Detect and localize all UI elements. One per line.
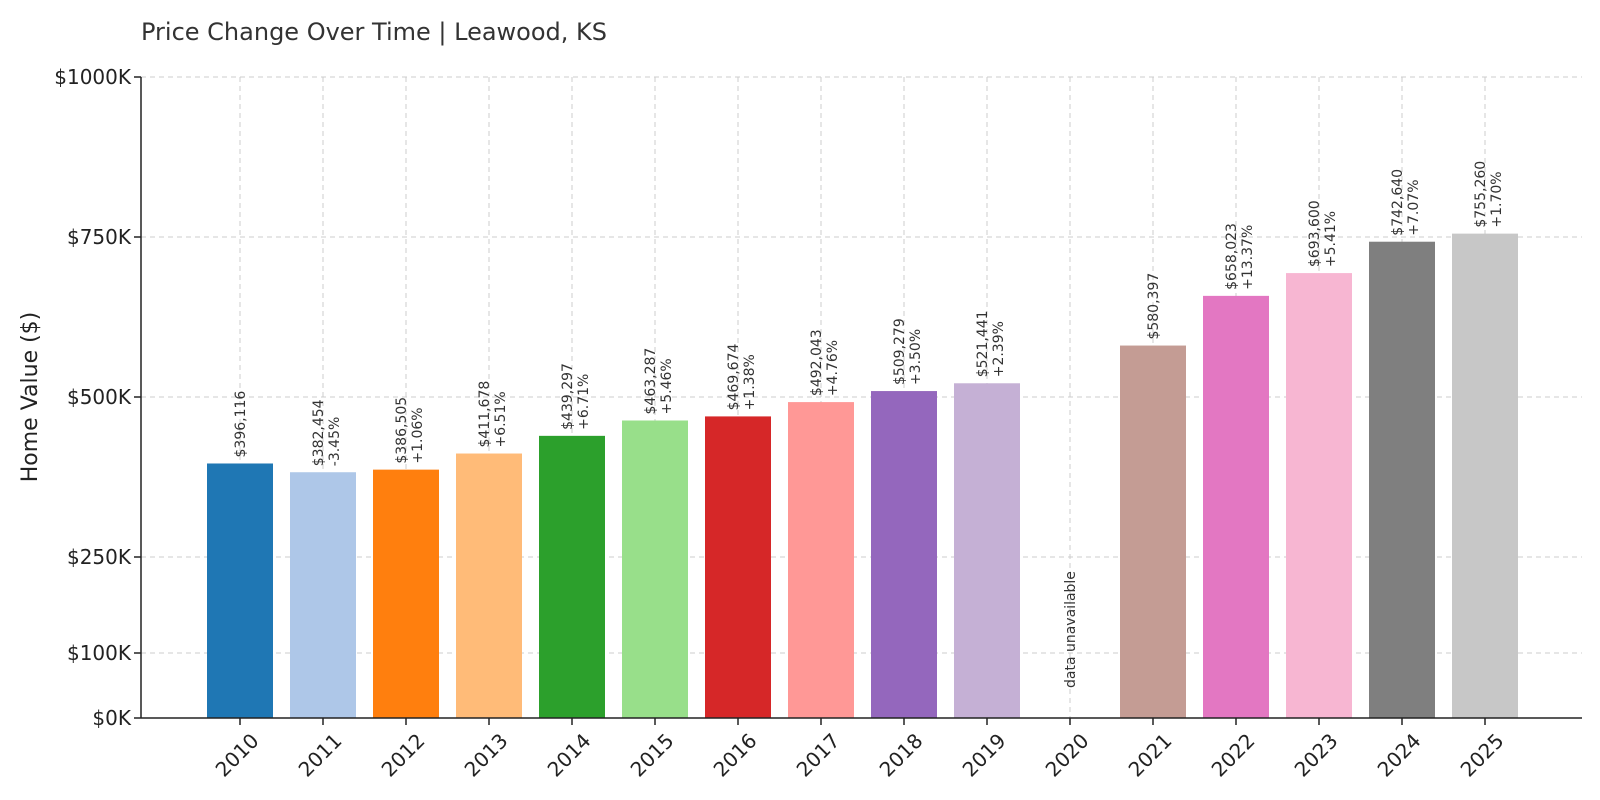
bar-change-label: +4.76% — [825, 340, 841, 396]
bar-value-label: $382,454 — [311, 399, 327, 466]
y-ticks: $0K $100K $250K $500K $750K $1000K — [54, 65, 141, 730]
bar-2025 — [1452, 233, 1518, 718]
bar-2013 — [456, 453, 522, 718]
bar-change-label: +2.39% — [991, 321, 1007, 377]
bar-2019 — [954, 383, 1020, 718]
bar-change-label: +6.51% — [493, 391, 509, 447]
x-tick-label: 2022 — [1207, 729, 1260, 782]
bar-2023 — [1286, 273, 1352, 718]
x-ticks: 2010 2011 2012 2013 2014 2015 2016 2017 2018 2019… — [211, 718, 1509, 782]
bar-value-label: $469,674 — [726, 344, 742, 411]
y-tick-label: $100K — [67, 641, 132, 665]
y-tick-label: $250K — [67, 545, 132, 569]
bar-change-label: +5.41% — [1323, 211, 1339, 267]
x-tick-label: 2023 — [1290, 729, 1343, 782]
x-tick-label: 2021 — [1124, 729, 1177, 782]
bar-2011 — [290, 472, 356, 718]
x-tick-label: 2012 — [377, 729, 430, 782]
bar-change-label: +13.37% — [1240, 225, 1256, 290]
x-tick-label: 2019 — [958, 729, 1011, 782]
chart-title: Price Change Over Time | Leawood, KS — [141, 18, 607, 46]
x-tick-label: 2016 — [709, 729, 762, 782]
x-tick-label: 2013 — [460, 729, 513, 782]
bar-2010 — [207, 463, 273, 718]
bar-value-label: $492,043 — [809, 329, 825, 396]
x-tick-label: 2017 — [792, 729, 845, 782]
bar-change-label: +1.06% — [410, 407, 426, 463]
x-tick-label: 2025 — [1456, 729, 1509, 782]
bar-2014 — [539, 435, 605, 718]
bar-value-label: $439,297 — [560, 363, 576, 430]
x-tick-label: 2024 — [1373, 729, 1426, 782]
data-labels: $396,116 $382,454 -3.45% $386,505 +1.06% $411… — [233, 161, 1505, 688]
y-tick-label: $0K — [92, 706, 131, 730]
bar-value-label: $411,678 — [477, 381, 493, 448]
bar-unavailable-label: data unavailable — [1063, 571, 1079, 688]
bar-change-label: +1.38% — [742, 354, 758, 410]
bar-value-label: $463,287 — [643, 348, 659, 415]
bar-value-label: $742,640 — [1390, 169, 1406, 236]
bar-value-label: $509,279 — [892, 318, 908, 385]
x-tick-label: 2020 — [1041, 729, 1094, 782]
bar-2012 — [373, 469, 439, 718]
bar-change-label: -3.45% — [327, 417, 343, 467]
bar-2015 — [622, 420, 688, 718]
y-tick-label: $1000K — [54, 65, 132, 89]
grid-lines — [141, 76, 1582, 718]
x-tick-label: 2010 — [211, 729, 264, 782]
bar-value-label: $755,260 — [1473, 161, 1489, 228]
bar-change-label: +7.07% — [1406, 179, 1422, 235]
y-tick-label: $500K — [67, 385, 132, 409]
bar-value-label: $580,397 — [1146, 273, 1162, 340]
bar-change-label: +3.50% — [908, 329, 924, 385]
bar-2024 — [1369, 241, 1435, 719]
x-tick-label: 2018 — [875, 729, 928, 782]
bar-2017 — [788, 402, 854, 718]
bar-2018 — [871, 391, 937, 718]
bar-value-label: $396,116 — [233, 391, 249, 458]
bar-value-label: $521,441 — [975, 310, 991, 377]
bar-value-label: $386,505 — [394, 397, 410, 464]
bar-change-label: +1.70% — [1489, 171, 1505, 227]
x-tick-label: 2011 — [294, 729, 347, 782]
bar-2021 — [1120, 345, 1186, 718]
x-tick-label: 2015 — [626, 729, 679, 782]
bar-2022 — [1203, 295, 1269, 718]
bar-2016 — [705, 416, 771, 718]
bar-value-label: $658,023 — [1224, 223, 1240, 290]
bar-change-label: +6.71% — [576, 374, 592, 430]
x-tick-label: 2014 — [543, 729, 596, 782]
y-axis-label: Home Value ($) — [18, 312, 43, 483]
bar-value-label: $693,600 — [1307, 200, 1323, 267]
y-tick-label: $750K — [67, 225, 132, 249]
bar-change-label: +5.46% — [659, 358, 675, 414]
bars — [207, 233, 1518, 719]
